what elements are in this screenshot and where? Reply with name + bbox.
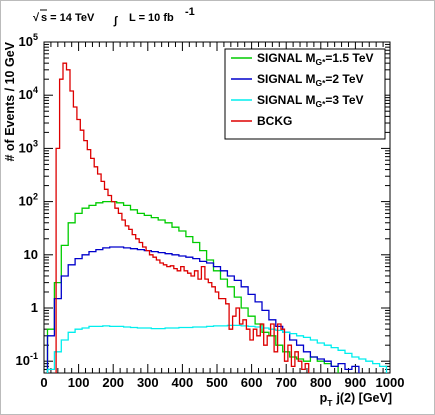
series-line-3 (46, 324, 388, 373)
y-tick-label: 10 (24, 247, 38, 262)
y-tick-label: 104 (19, 85, 38, 102)
y-tick-label: 102 (19, 192, 38, 209)
legend-label-2: SIGNAL MG*=2 TeV (257, 72, 364, 88)
axis-ticks (43, 41, 391, 374)
x-tick-label: 1000 (376, 375, 405, 390)
x-tick-label: 400 (172, 375, 194, 390)
x-tick-label: 200 (102, 375, 124, 390)
series-line-1 (46, 200, 339, 373)
x-tick-label: 0 (40, 375, 47, 390)
series-line-4 (55, 62, 310, 373)
x-tick-label: 900 (345, 375, 367, 390)
x-tick-label: 600 (241, 375, 263, 390)
energy-annotation: √ s = 14 TeV ∫ L = 10 fb -1 (33, 6, 195, 27)
y-tick-label: 103 (19, 138, 38, 155)
x-tick-labels: 0 100 200 300 400 500 600 700 800 900 1000 (40, 375, 404, 390)
y-tick-label: 1 (31, 300, 38, 315)
x-tick-label: 300 (137, 375, 159, 390)
legend-label-4: BCKG (257, 114, 292, 128)
y-tick-label: 10-1 (16, 351, 38, 368)
legend: SIGNAL MG*=1.5 TeV SIGNAL MG*=2 TeV SIGNAL… (224, 48, 386, 140)
x-tick-label: 100 (68, 375, 90, 390)
series-line-2 (46, 246, 360, 373)
luminosity-text: L = 10 fb (129, 12, 174, 24)
luminosity-exponent: -1 (185, 6, 195, 18)
legend-label-1: SIGNAL MG*=1.5 TeV (257, 51, 374, 67)
integral-symbol: ∫ (113, 15, 118, 27)
sqrt-symbol: √ (33, 12, 40, 24)
x-tick-label: 800 (310, 375, 332, 390)
x-axis-title: pT j(2) [GeV] (320, 391, 392, 408)
y-tick-labels: 10-1 1 10 102 103 104 105 (16, 32, 38, 368)
legend-box (224, 48, 386, 140)
energy-text: s = 14 TeV (41, 12, 95, 24)
x-tick-label: 500 (206, 375, 228, 390)
y-tick-label: 105 (19, 32, 38, 49)
series-group (46, 62, 388, 373)
y-axis-title: # of Events / 10 GeV (3, 41, 17, 161)
legend-label-3: SIGNAL MG*=3 TeV (257, 93, 364, 109)
x-tick-label: 700 (275, 375, 297, 390)
